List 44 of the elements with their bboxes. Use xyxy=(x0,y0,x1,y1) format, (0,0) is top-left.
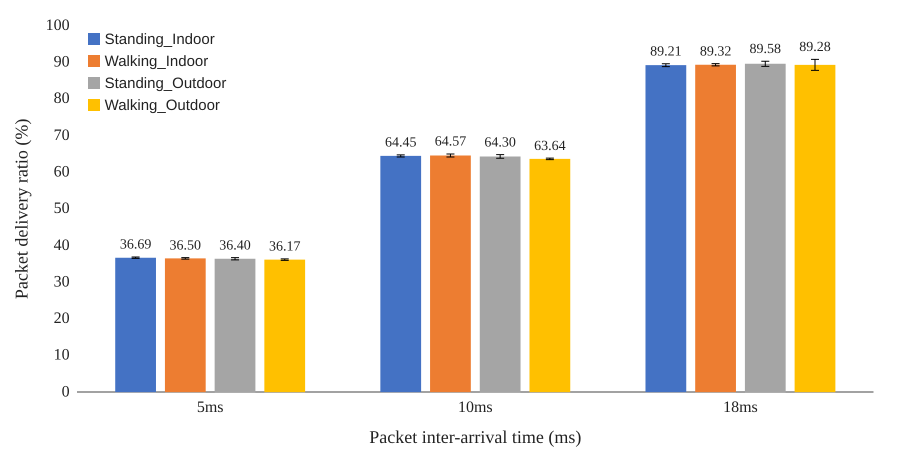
bar xyxy=(645,65,686,392)
bar xyxy=(430,155,471,392)
y-tick-label: 90 xyxy=(54,53,70,70)
data-label: 89.32 xyxy=(700,44,732,60)
y-tick-label: 20 xyxy=(54,310,70,328)
data-label: 36.69 xyxy=(120,238,152,253)
bar xyxy=(115,258,156,392)
bar xyxy=(264,260,306,392)
y-tick-label: 70 xyxy=(54,126,70,144)
bar xyxy=(380,156,422,392)
y-tick-label: 100 xyxy=(46,16,70,34)
data-label: 89.28 xyxy=(799,40,831,56)
legend-label: Walking_Indoor xyxy=(104,52,208,70)
bar xyxy=(214,258,256,392)
data-label: 36.17 xyxy=(268,240,300,255)
legend-label: Standing_Indoor xyxy=(104,30,215,48)
data-label: 89.58 xyxy=(750,42,782,57)
bar xyxy=(695,64,736,392)
y-tick-label: 0 xyxy=(62,383,70,400)
y-axis-title: Packet delivery ratio (%) xyxy=(12,118,32,300)
bar xyxy=(794,64,836,392)
bar xyxy=(744,64,786,392)
y-tick-label: 30 xyxy=(54,273,70,290)
bar xyxy=(480,156,521,392)
bar xyxy=(164,258,206,392)
x-axis-title: Packet inter-arrival time (ms) xyxy=(369,426,582,447)
data-label: 36.50 xyxy=(170,238,202,254)
x-tick-label: 18ms xyxy=(723,399,758,416)
data-label: 64.30 xyxy=(484,135,516,150)
y-tick-label: 40 xyxy=(54,236,70,254)
x-tick-label: 10ms xyxy=(458,399,493,416)
y-tick-label: 80 xyxy=(54,90,70,108)
legend-label: Standing_Outdoor xyxy=(104,74,226,92)
x-tick-label: 5ms xyxy=(196,399,224,416)
data-label: 36.40 xyxy=(219,238,251,254)
data-label: 64.57 xyxy=(434,134,466,150)
data-label: 63.64 xyxy=(534,138,566,154)
legend-label: Walking_Outdoor xyxy=(104,96,220,114)
data-label: 64.45 xyxy=(384,136,416,150)
y-tick-label: 60 xyxy=(54,163,70,180)
y-tick-label: 50 xyxy=(54,200,70,218)
y-tick-label: 10 xyxy=(54,346,70,364)
bar xyxy=(529,158,570,392)
data-label: 89.21 xyxy=(650,44,682,60)
